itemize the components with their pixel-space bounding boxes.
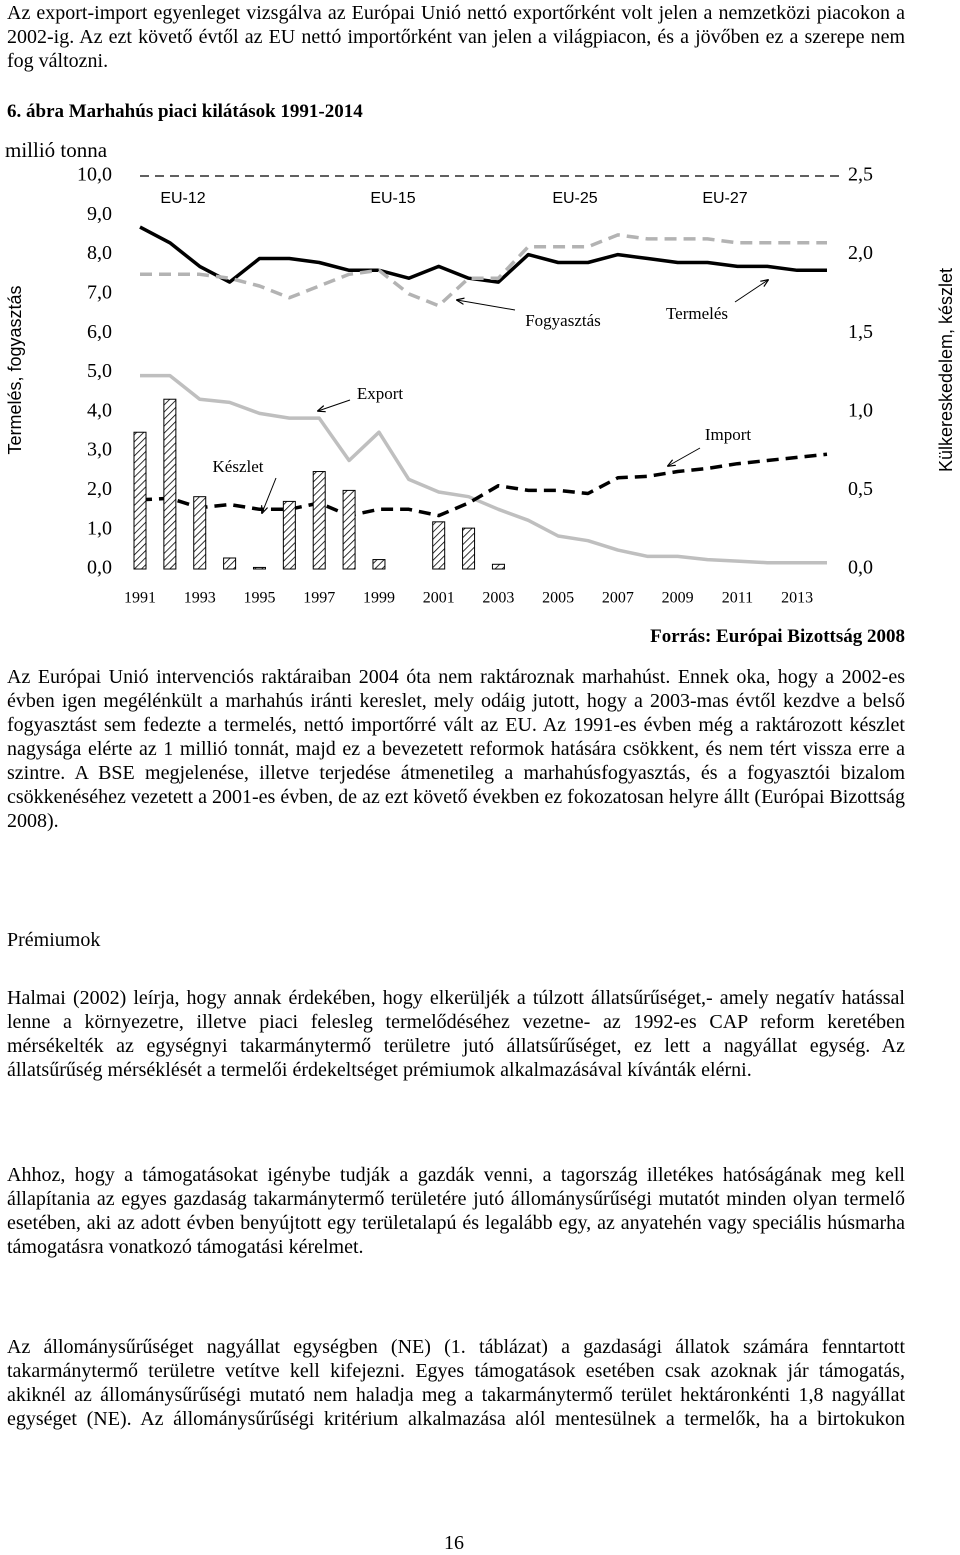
annotation-arrow bbox=[457, 300, 516, 311]
bar bbox=[193, 496, 207, 570]
region-label: EU-15 bbox=[370, 190, 415, 207]
x-tick-label: 2013 bbox=[781, 590, 813, 607]
series-label: Készlet bbox=[213, 457, 264, 476]
series-line bbox=[139, 452, 828, 518]
y-tick-label: 5,0 bbox=[87, 360, 112, 382]
bar bbox=[462, 527, 476, 570]
y-tick-label: 0,0 bbox=[87, 557, 112, 579]
x-tick-label: 2007 bbox=[602, 590, 634, 607]
x-tick-label: 2003 bbox=[482, 590, 514, 607]
x-tick-label: 1991 bbox=[124, 590, 156, 607]
paragraph: Halmai (2002) leírja, hogy annak érdekéb… bbox=[7, 987, 905, 1081]
bar bbox=[133, 431, 147, 570]
page-number: 16 bbox=[444, 1532, 464, 1554]
y-tick-label: 3,0 bbox=[87, 439, 112, 461]
y2-tick-label: 0,0 bbox=[848, 557, 873, 579]
unit-label: millió tonna bbox=[5, 138, 108, 162]
y-tick-label: 4,0 bbox=[87, 399, 112, 421]
region-label: EU-12 bbox=[160, 190, 205, 207]
bar bbox=[372, 559, 386, 570]
annotation-arrow bbox=[668, 447, 701, 466]
annotation-arrow bbox=[734, 280, 768, 303]
y2-axis-label: Külkereskedelem, készlet bbox=[936, 268, 956, 472]
annotation-arrow bbox=[318, 399, 351, 411]
y2-tick-label: 1,0 bbox=[848, 399, 873, 421]
x-tick-label: 1995 bbox=[243, 590, 275, 607]
y-tick-label: 9,0 bbox=[87, 203, 112, 225]
y-tick-label: 2,0 bbox=[87, 478, 112, 500]
y-tick-label: 6,0 bbox=[87, 321, 112, 343]
bar bbox=[491, 563, 505, 570]
series-line bbox=[140, 233, 827, 308]
bar bbox=[223, 557, 237, 570]
y2-tick-label: 2,0 bbox=[848, 242, 873, 264]
paragraph: Az Európai Unió intervenciós raktáraiban… bbox=[7, 666, 905, 832]
section-heading: Prémiumok bbox=[7, 929, 101, 951]
y-tick-label: 7,0 bbox=[87, 281, 112, 303]
figure-source: Forrás: Európai Bizottság 2008 bbox=[650, 626, 905, 647]
region-label: EU-27 bbox=[702, 190, 747, 207]
x-tick-label: 1993 bbox=[184, 590, 216, 607]
bar bbox=[282, 500, 296, 570]
bar bbox=[432, 521, 446, 570]
x-tick-label: 2001 bbox=[423, 590, 455, 607]
x-tick-label: 2009 bbox=[662, 590, 694, 607]
x-tick-label: 2005 bbox=[542, 590, 574, 607]
series-label: Fogyasztás bbox=[525, 311, 601, 330]
y-tick-label: 1,0 bbox=[87, 517, 112, 539]
x-tick-label: 2011 bbox=[722, 590, 753, 607]
paragraph: Ahhoz, hogy a támogatásokat igénybe tudj… bbox=[7, 1164, 905, 1258]
x-tick-label: 1999 bbox=[363, 590, 395, 607]
y-tick-label: 8,0 bbox=[87, 242, 112, 264]
series-label: Export bbox=[357, 384, 404, 403]
y-axis-label: Termelés, fogyasztás bbox=[5, 285, 25, 454]
bar bbox=[163, 398, 177, 570]
figure-caption: 6. ábra Marhahús piaci kilátások 1991-20… bbox=[7, 101, 363, 122]
annotation-arrow bbox=[262, 477, 277, 513]
y2-tick-label: 0,5 bbox=[848, 478, 873, 500]
region-label: EU-25 bbox=[552, 190, 597, 207]
series-line bbox=[140, 373, 827, 565]
bar bbox=[342, 489, 356, 570]
y-tick-label: 10,0 bbox=[77, 164, 112, 186]
y2-tick-label: 1,5 bbox=[848, 321, 873, 343]
bar bbox=[252, 566, 266, 570]
y2-tick-label: 2,5 bbox=[848, 164, 873, 186]
series-label: Import bbox=[705, 425, 752, 444]
bar bbox=[312, 471, 326, 570]
series-label: Termelés bbox=[666, 304, 728, 323]
x-tick-label: 1997 bbox=[303, 590, 335, 607]
paragraph: Az állománysűrűséget nagyállat egységben… bbox=[7, 1336, 905, 1430]
intro-paragraph: Az export-import egyenleget vizsgálva az… bbox=[7, 2, 905, 72]
chart: millió tonna Termelés, fogyasztás Külker… bbox=[5, 138, 956, 607]
series-line bbox=[139, 225, 827, 284]
